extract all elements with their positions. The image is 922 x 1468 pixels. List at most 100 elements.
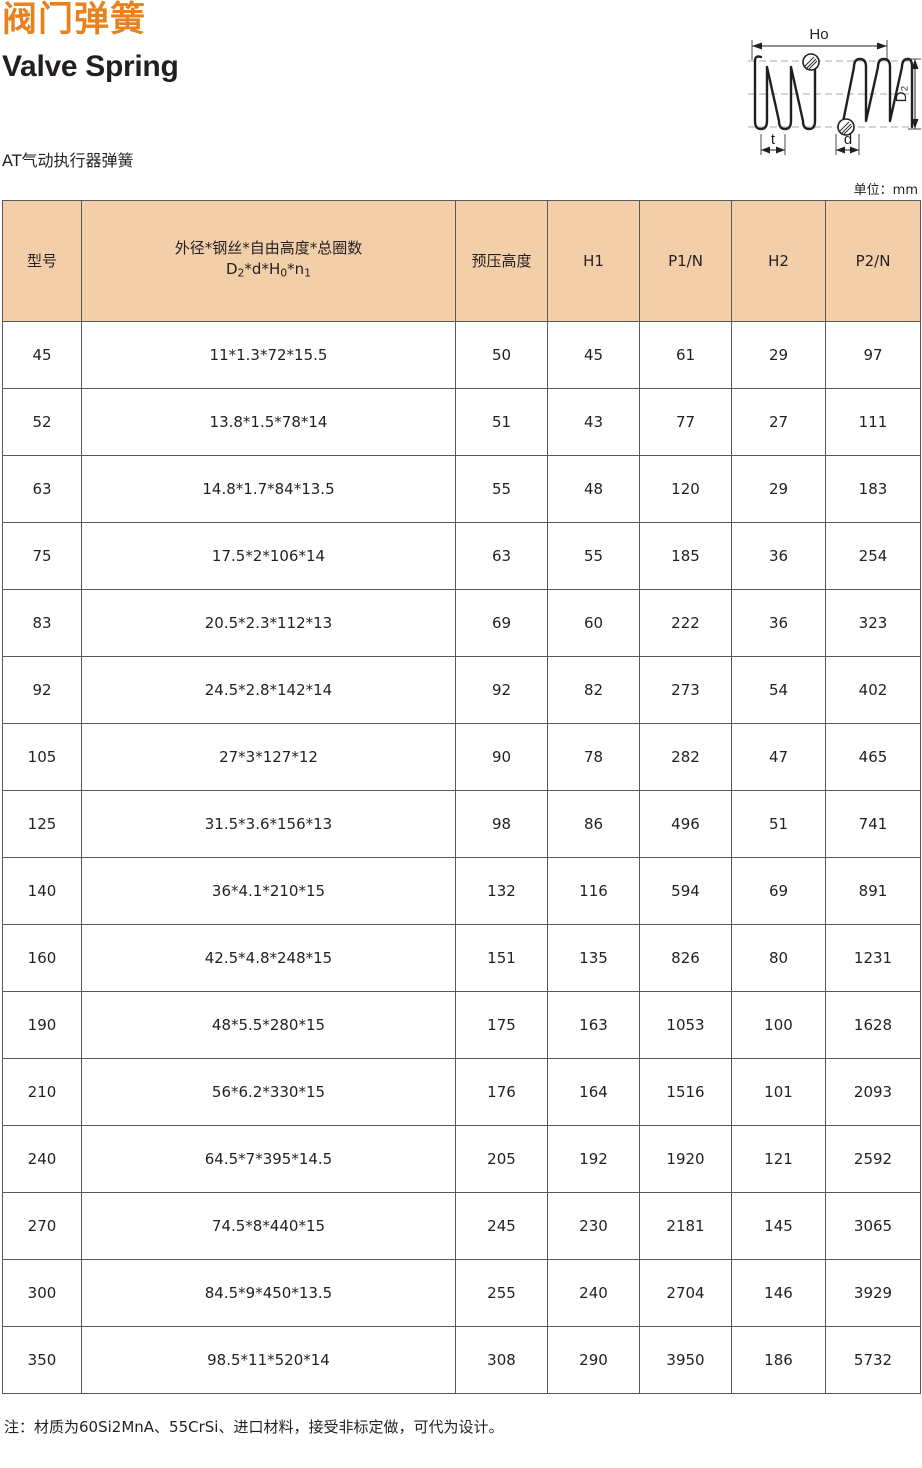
column-header-p2: P2/N bbox=[825, 200, 921, 322]
unit-label: 单位：mm bbox=[853, 183, 918, 198]
cell-preload: 90 bbox=[455, 723, 548, 791]
cell-p1: 594 bbox=[639, 857, 732, 925]
cell-h1: 290 bbox=[547, 1326, 640, 1394]
cell-preload: 51 bbox=[455, 388, 548, 456]
column-header-spec: 外径*钢丝*自由高度*总圈数 D2*d*H0*n1 bbox=[81, 200, 456, 322]
cell-p1: 496 bbox=[639, 790, 732, 858]
cell-h1: 48 bbox=[547, 455, 640, 523]
cell-p2: 2093 bbox=[825, 1058, 921, 1126]
column-header-spec-cn: 外径*钢丝*自由高度*总圈数 bbox=[174, 239, 363, 258]
cell-p1: 3950 bbox=[639, 1326, 732, 1394]
cell-h2: 47 bbox=[731, 723, 826, 791]
cell-p2: 1628 bbox=[825, 991, 921, 1059]
cell-spec: 17.5*2*106*14 bbox=[81, 522, 456, 590]
cell-spec: 36*4.1*210*15 bbox=[81, 857, 456, 925]
cell-p1: 1920 bbox=[639, 1125, 732, 1193]
cell-model: 350 bbox=[2, 1326, 82, 1394]
cell-p1: 61 bbox=[639, 321, 732, 389]
cell-h1: 55 bbox=[547, 522, 640, 590]
cell-spec: 31.5*3.6*156*13 bbox=[81, 790, 456, 858]
table-header-row: 型号 外径*钢丝*自由高度*总圈数 D2*d*H0*n1 预压高度 H1 P1/… bbox=[2, 200, 921, 322]
table-row: 270 74.5*8*440*15 245 230 2181 145 3065 bbox=[2, 1192, 921, 1260]
cell-preload: 245 bbox=[455, 1192, 548, 1260]
cell-preload: 50 bbox=[455, 321, 548, 389]
cell-p1: 1516 bbox=[639, 1058, 732, 1126]
table-row: 52 13.8*1.5*78*14 51 43 77 27 111 bbox=[2, 388, 921, 456]
label-t: t bbox=[771, 131, 776, 148]
cell-model: 75 bbox=[2, 522, 82, 590]
cell-preload: 176 bbox=[455, 1058, 548, 1126]
cell-model: 140 bbox=[2, 857, 82, 925]
cell-spec: 98.5*11*520*14 bbox=[81, 1326, 456, 1394]
cell-h1: 163 bbox=[547, 991, 640, 1059]
cell-h1: 82 bbox=[547, 656, 640, 724]
column-header-spec-symbols: D2*d*H0*n1 bbox=[225, 260, 311, 280]
cell-p2: 3065 bbox=[825, 1192, 921, 1260]
table-row: 83 20.5*2.3*112*13 69 60 222 36 323 bbox=[2, 589, 921, 657]
cell-p2: 254 bbox=[825, 522, 921, 590]
cell-spec: 42.5*4.8*248*15 bbox=[81, 924, 456, 992]
column-header-h1: H1 bbox=[547, 200, 640, 322]
cell-preload: 132 bbox=[455, 857, 548, 925]
cell-h1: 45 bbox=[547, 321, 640, 389]
label-ho: Ho bbox=[809, 26, 828, 43]
table-body: 45 11*1.3*72*15.5 50 45 61 29 97 52 13.8*1.5*78*… bbox=[2, 321, 921, 1394]
cell-spec: 27*3*127*12 bbox=[81, 723, 456, 791]
table-row: 125 31.5*3.6*156*13 98 86 496 51 741 bbox=[2, 790, 921, 858]
cell-p2: 183 bbox=[825, 455, 921, 523]
section-title: AT气动执行器弹簧 bbox=[2, 151, 134, 170]
cell-p2: 5732 bbox=[825, 1326, 921, 1394]
cell-p1: 2704 bbox=[639, 1259, 732, 1327]
cell-spec: 64.5*7*395*14.5 bbox=[81, 1125, 456, 1193]
cell-p2: 323 bbox=[825, 589, 921, 657]
cell-h2: 186 bbox=[731, 1326, 826, 1394]
cell-h2: 36 bbox=[731, 522, 826, 590]
cell-spec: 20.5*2.3*112*13 bbox=[81, 589, 456, 657]
cell-p1: 826 bbox=[639, 924, 732, 992]
ho-dimension-line bbox=[751, 40, 888, 60]
page-header: 阀门弹簧 Valve Spring AT气动执行器弹簧 单位：mm bbox=[0, 0, 922, 198]
table-row: 190 48*5.5*280*15 175 163 1053 100 1628 bbox=[2, 991, 921, 1059]
cell-h2: 29 bbox=[731, 455, 826, 523]
cell-p2: 402 bbox=[825, 656, 921, 724]
table-row: 75 17.5*2*106*14 63 55 185 36 254 bbox=[2, 522, 921, 590]
cell-preload: 98 bbox=[455, 790, 548, 858]
cell-h1: 230 bbox=[547, 1192, 640, 1260]
cell-p2: 97 bbox=[825, 321, 921, 389]
cell-model: 190 bbox=[2, 991, 82, 1059]
cell-h1: 192 bbox=[547, 1125, 640, 1193]
cell-model: 63 bbox=[2, 455, 82, 523]
cell-p1: 273 bbox=[639, 656, 732, 724]
cell-h1: 135 bbox=[547, 924, 640, 992]
cell-spec: 56*6.2*330*15 bbox=[81, 1058, 456, 1126]
cell-model: 160 bbox=[2, 924, 82, 992]
page-title-cn: 阀门弹簧 bbox=[2, 0, 147, 40]
cell-p2: 3929 bbox=[825, 1259, 921, 1327]
table-row: 240 64.5*7*395*14.5 205 192 1920 121 2592 bbox=[2, 1125, 921, 1193]
cell-preload: 92 bbox=[455, 656, 548, 724]
table-row: 105 27*3*127*12 90 78 282 47 465 bbox=[2, 723, 921, 791]
d2-dimension-line bbox=[908, 58, 921, 130]
cell-p1: 222 bbox=[639, 589, 732, 657]
cell-h1: 43 bbox=[547, 388, 640, 456]
table-row: 210 56*6.2*330*15 176 164 1516 101 2093 bbox=[2, 1058, 921, 1126]
cell-p1: 77 bbox=[639, 388, 732, 456]
label-d: d bbox=[844, 131, 852, 148]
cell-model: 92 bbox=[2, 656, 82, 724]
cell-model: 125 bbox=[2, 790, 82, 858]
cell-spec: 14.8*1.7*84*13.5 bbox=[81, 455, 456, 523]
cell-h1: 78 bbox=[547, 723, 640, 791]
cell-h2: 69 bbox=[731, 857, 826, 925]
cell-p2: 741 bbox=[825, 790, 921, 858]
cell-h2: 51 bbox=[731, 790, 826, 858]
cell-preload: 151 bbox=[455, 924, 548, 992]
cell-model: 45 bbox=[2, 321, 82, 389]
cell-p1: 2181 bbox=[639, 1192, 732, 1260]
valve-spring-spec-table: 型号 外径*钢丝*自由高度*总圈数 D2*d*H0*n1 预压高度 H1 P1/… bbox=[2, 200, 921, 1394]
cell-h1: 164 bbox=[547, 1058, 640, 1126]
cell-spec: 48*5.5*280*15 bbox=[81, 991, 456, 1059]
cell-h2: 101 bbox=[731, 1058, 826, 1126]
cell-h1: 116 bbox=[547, 857, 640, 925]
cell-model: 270 bbox=[2, 1192, 82, 1260]
cell-model: 105 bbox=[2, 723, 82, 791]
